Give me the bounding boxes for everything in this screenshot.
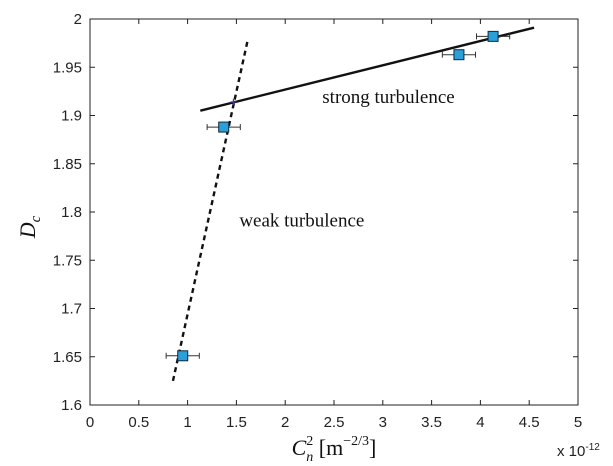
x-tick-label: 1 — [183, 414, 191, 431]
x-axis-label-sub: n — [306, 450, 313, 465]
data-point-marker — [487, 30, 499, 42]
y-axis-label-base: D — [15, 222, 40, 239]
y-tick-label: 1.95 — [53, 59, 82, 76]
x-tick-label: 4.5 — [519, 414, 540, 431]
data-point-marker — [453, 49, 465, 61]
y-tick-label: 1.75 — [53, 252, 82, 269]
y-axis-label-sub: c — [28, 215, 44, 222]
x-tick-label: 3.5 — [421, 414, 442, 431]
intersection-marker — [230, 98, 237, 105]
data-point-marker — [177, 350, 189, 362]
annotation-label: weak turbulence — [239, 210, 364, 231]
x-axis-label-unit-close: ] — [369, 435, 376, 460]
x-tick-label: 5 — [574, 414, 582, 431]
data-point-marker — [218, 121, 230, 133]
x-multiplier-base: x 10 — [557, 443, 585, 460]
annotations: strong turbulence weak turbulence — [239, 87, 454, 232]
fit-lines — [171, 26, 535, 382]
x-tick-label: 0 — [86, 414, 94, 431]
y-axis-label: Dc — [15, 215, 44, 239]
x-tick-label: 0.5 — [128, 414, 149, 431]
x-axis-label: C2 n [m−2/3] — [292, 434, 377, 465]
x-axis-label-sup: 2 — [306, 434, 313, 449]
x-multiplier-exp: -12 — [585, 442, 600, 453]
x-tick-label: 4 — [476, 414, 484, 431]
y-tick-label: 1.8 — [61, 204, 82, 221]
x-tick-label: 3 — [379, 414, 387, 431]
x-axis-label-unit-exp: −2/3 — [343, 434, 369, 449]
y-tick-label: 2 — [74, 11, 82, 28]
y-tick-label: 1.9 — [61, 108, 82, 125]
y-tick-label: 1.6 — [61, 397, 82, 414]
y-tick-label: 1.7 — [61, 301, 82, 318]
x-axis-label-base: C — [292, 435, 307, 460]
x-multiplier-label: x 10-12 — [557, 442, 600, 460]
x-tick-label: 2.5 — [324, 414, 345, 431]
weak-turbulence-fit-line — [171, 38, 250, 382]
strong-turbulence-fit-line — [199, 26, 535, 112]
y-tick-label: 1.85 — [53, 156, 82, 173]
x-tick-label: 1.5 — [226, 414, 247, 431]
x-tick-label: 2 — [281, 414, 289, 431]
data-points — [165, 30, 511, 362]
y-tick-label: 1.65 — [53, 349, 82, 366]
axis-ticks: 0 0.5 1 1.5 2 2.5 3 3.5 4 4.5 5 1.6 1.65 1.7 1.75 1.8 1.… — [53, 11, 582, 431]
x-axis-label-unit: [m — [313, 435, 343, 460]
annotation-label: strong turbulence — [322, 87, 454, 108]
